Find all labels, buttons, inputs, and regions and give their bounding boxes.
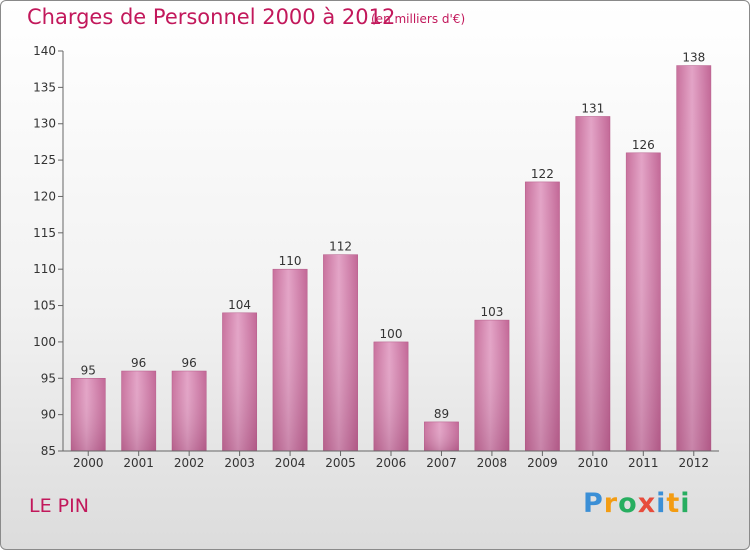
y-tick-label: 130 [33, 117, 56, 131]
logo-letter: r [603, 488, 619, 519]
bar-shade [272, 269, 308, 451]
x-tick-label: 2008 [477, 456, 508, 470]
x-tick-label: 2012 [678, 456, 709, 470]
data-label: 100 [380, 327, 403, 341]
logo-letter: i [656, 488, 667, 519]
data-label: 96 [182, 356, 197, 370]
x-tick-label: 2009 [527, 456, 558, 470]
bar-shade [676, 65, 711, 451]
data-label: 138 [682, 51, 705, 65]
data-label: 126 [632, 138, 655, 152]
bar-shade [171, 371, 207, 451]
x-tick-label: 2006 [376, 456, 407, 470]
x-tick-label: 2004 [275, 456, 306, 470]
bar-shade [474, 320, 510, 451]
x-tick-label: 2010 [578, 456, 609, 470]
y-tick-label: 110 [33, 262, 56, 276]
y-tick-label: 100 [33, 335, 56, 349]
proxiti-logo: Proxiti [583, 488, 691, 519]
logo-letter: x [637, 488, 657, 519]
bar-shade [373, 341, 409, 451]
data-label: 110 [279, 254, 302, 268]
bar-shade [323, 254, 358, 451]
bar-shade [121, 371, 156, 451]
data-label: 112 [329, 240, 352, 254]
chart-subtitle: (en milliers d'€) [371, 12, 466, 26]
y-axis: 85 90 95 100 105 110 115 120 125 130 135 140 [33, 44, 64, 458]
x-tick-label: 2003 [224, 456, 255, 470]
x-tick-label: 2005 [325, 456, 356, 470]
y-tick-label: 120 [33, 189, 56, 203]
x-tick-label: 2001 [123, 456, 154, 470]
city-name: LE PIN [29, 495, 89, 517]
logo-letter: t [666, 488, 681, 519]
bar-shade [424, 421, 459, 451]
x-tick-label: 2007 [426, 456, 457, 470]
logo-letter: o [618, 488, 638, 519]
y-tick-label: 115 [33, 226, 56, 240]
data-label: 131 [581, 101, 604, 115]
data-label: 103 [480, 305, 503, 319]
bar-shade [222, 312, 257, 451]
data-label: 89 [434, 407, 449, 421]
y-tick-label: 90 [41, 408, 56, 422]
data-label: 96 [131, 356, 146, 370]
y-tick-label: 85 [41, 444, 56, 458]
x-tick-label: 2011 [628, 456, 659, 470]
data-label: 122 [531, 167, 554, 181]
y-tick-label: 125 [33, 153, 56, 167]
y-tick-label: 95 [41, 371, 56, 385]
bar-shade [525, 181, 560, 451]
bars: 95 96 96 104 110 112 100 89 103 122 131 126 138 [70, 51, 712, 452]
y-tick-label: 135 [33, 80, 56, 94]
y-tick-label: 105 [33, 299, 56, 313]
y-tick-label: 140 [33, 44, 56, 58]
chart-title: Charges de Personnel 2000 à 2012 [27, 5, 396, 29]
data-label: 104 [228, 298, 251, 312]
bar-shade [71, 378, 106, 451]
logo-letter: i [680, 488, 691, 519]
x-tick-label: 2000 [73, 456, 104, 470]
data-label: 95 [81, 363, 96, 377]
logo-letter: P [583, 488, 604, 519]
bar-shade [626, 152, 661, 451]
x-axis: 2000 2001 2002 2003 2004 2005 2006 2007 2008 2009… [63, 450, 719, 470]
x-tick-label: 2002 [174, 456, 205, 470]
bar-shade [575, 116, 611, 452]
